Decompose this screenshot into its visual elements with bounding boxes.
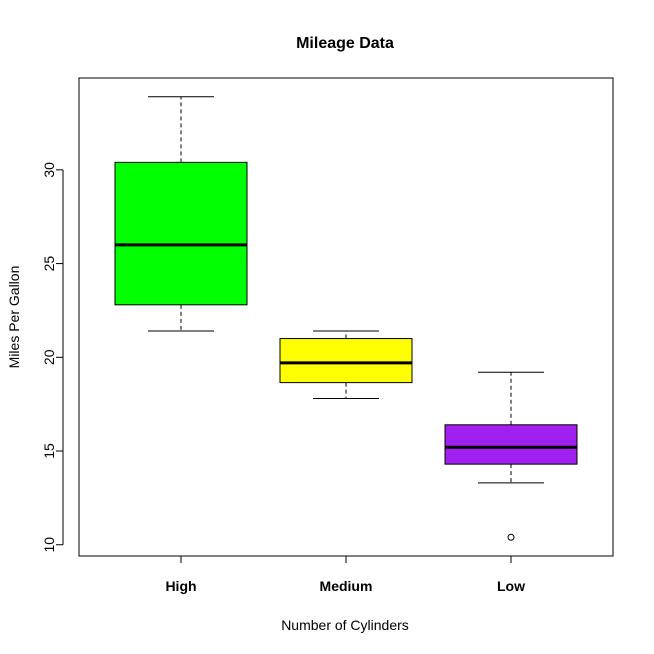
box-low	[444, 371, 578, 541]
y-tick-label: 20	[41, 349, 57, 365]
y-tick-label: 30	[41, 162, 57, 178]
y-axis: 10 15 20 25 30	[41, 162, 64, 553]
y-axis-title: Miles Per Gallon	[6, 266, 22, 369]
x-tick-label: Medium	[320, 578, 373, 594]
box-body	[444, 424, 578, 465]
outlier-point	[507, 533, 515, 541]
x-tick-label: Low	[497, 578, 525, 594]
x-tick-label: High	[165, 578, 196, 594]
box-body	[279, 338, 413, 384]
x-axis-title: Number of Cylinders	[281, 617, 409, 633]
y-tick-label: 15	[41, 443, 57, 459]
y-tick-label: 10	[41, 537, 57, 553]
x-axis-labels: High Medium Low	[165, 556, 525, 594]
box-body	[114, 161, 248, 306]
box-high	[114, 96, 248, 332]
chart-title: Mileage Data	[296, 35, 394, 52]
y-tick-label: 25	[41, 256, 57, 272]
box-group	[114, 96, 578, 541]
plot-frame	[78, 77, 614, 557]
box-medium	[279, 330, 413, 400]
